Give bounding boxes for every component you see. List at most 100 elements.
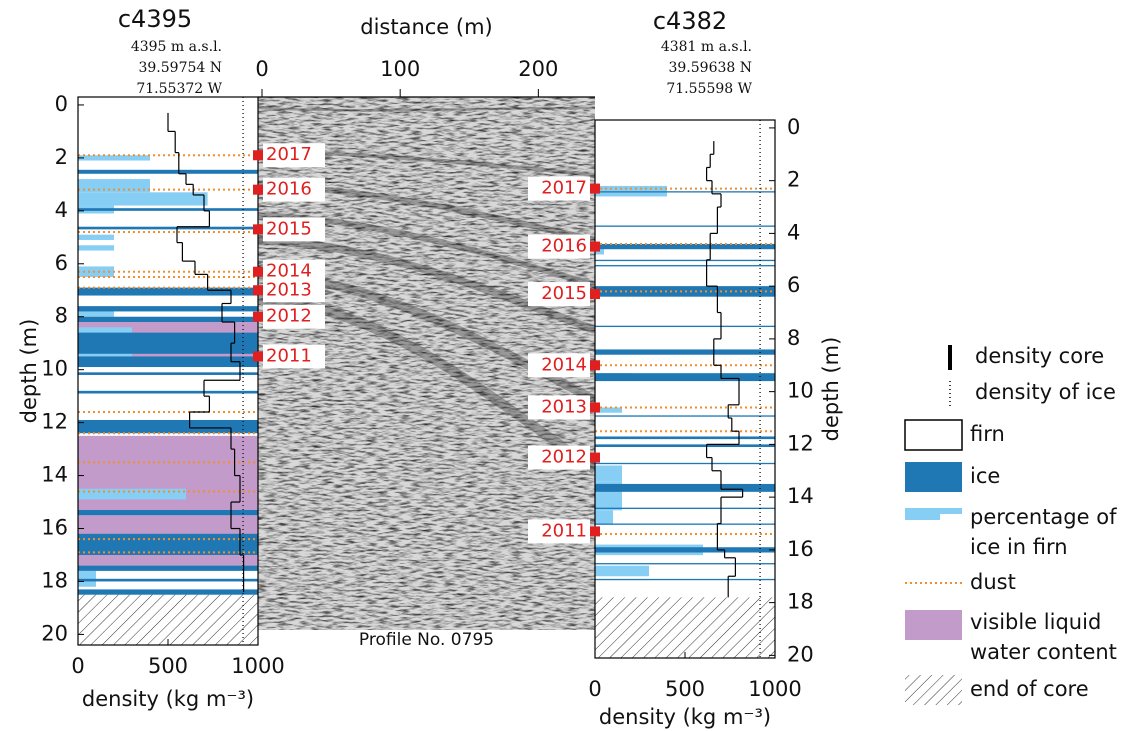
year-label-box	[528, 176, 590, 201]
y-tick-label: 12	[787, 431, 814, 455]
year-marker	[253, 150, 263, 161]
year-marker	[253, 311, 263, 322]
ice-layer	[78, 208, 258, 211]
x-axis-label: density (kg m⁻³)	[82, 687, 254, 711]
year-label: 2011	[541, 520, 587, 541]
ice-layer	[78, 565, 258, 571]
year-label: 2015	[266, 218, 312, 239]
y-tick-label: 16	[787, 537, 814, 561]
end-of-core	[595, 597, 775, 658]
ice-percentage	[78, 488, 186, 500]
year-marker	[590, 289, 600, 300]
legend-text: visible liquid	[970, 610, 1101, 634]
ice-layer	[78, 390, 258, 394]
ice-layer	[595, 259, 775, 262]
core-subtitle: 4381 m a.s.l.	[661, 39, 752, 55]
core-subtitle: 39.59754 N	[138, 60, 222, 76]
liquid-water	[78, 515, 258, 537]
y-axis-label: depth (m)	[17, 319, 41, 424]
radargram-layer	[257, 236, 597, 334]
legend-percentage-key	[905, 508, 962, 520]
legend-text: water content	[970, 640, 1117, 664]
ice-layer	[78, 509, 258, 516]
year-marker	[590, 452, 600, 463]
year-marker	[253, 266, 263, 277]
legend-text: percentage of	[970, 505, 1117, 529]
y-tick-label: 20	[41, 621, 68, 645]
year-marker	[590, 526, 600, 537]
x-axis-label: density (kg m⁻³)	[599, 705, 771, 729]
y-tick-label: 0	[787, 115, 800, 139]
ice-layer	[595, 462, 775, 465]
year-label-box	[263, 278, 325, 303]
y-tick-label: 8	[55, 304, 68, 328]
y-tick-label: 10	[41, 357, 68, 381]
year-label-box	[263, 177, 325, 202]
ice-percentage	[78, 266, 114, 278]
year-label-box	[263, 304, 325, 329]
x-tick-label: 500	[665, 677, 705, 701]
ice-layer	[78, 419, 258, 434]
y-tick-label: 10	[787, 379, 814, 403]
x-tick-label: 0	[255, 57, 268, 81]
year-label: 2015	[541, 283, 587, 304]
year-label-box	[528, 234, 590, 259]
year-label: 2014	[541, 354, 587, 375]
ice-percentage	[78, 192, 208, 206]
year-label-box	[528, 282, 590, 307]
x-axis-label: distance (m)	[360, 15, 493, 39]
legend-firn-key	[904, 419, 963, 451]
core-subtitle: 39.59638 N	[668, 60, 752, 76]
x-tick-label: 500	[148, 654, 188, 678]
legend-text: density of ice	[975, 380, 1116, 404]
y-tick-label: 14	[787, 484, 814, 508]
y-tick-label: 8	[787, 326, 800, 350]
year-marker	[253, 224, 263, 235]
ice-layer	[595, 436, 775, 440]
y-tick-label: 18	[41, 568, 68, 592]
ice-layer	[78, 169, 258, 174]
year-label: 2012	[266, 306, 312, 327]
year-marker	[253, 184, 263, 195]
ice-layer	[78, 589, 258, 595]
year-label: 2012	[541, 447, 587, 468]
ice-layer	[595, 349, 775, 355]
y-axis-label: depth (m)	[819, 337, 843, 442]
year-marker	[590, 402, 600, 413]
caption: Profile No. 0795	[359, 630, 494, 650]
y-tick-label: 12	[41, 410, 68, 434]
ice-percentage	[78, 245, 114, 251]
ice-layer	[78, 316, 258, 323]
ice-layer	[78, 287, 258, 296]
year-marker	[253, 351, 263, 362]
liquid-water	[78, 554, 258, 566]
x-tick-label: 100	[380, 57, 420, 81]
year-label: 2016	[266, 179, 312, 200]
y-tick-label: 6	[787, 273, 800, 297]
x-tick-label: 1000	[748, 677, 801, 701]
year-label: 2011	[266, 345, 312, 366]
core-title: c4395	[118, 5, 192, 33]
year-label: 2014	[266, 261, 312, 282]
y-tick-label: 4	[55, 198, 68, 222]
core-subtitle: 71.55598 W	[666, 81, 752, 97]
ice-layer	[595, 243, 775, 250]
y-tick-label: 6	[55, 251, 68, 275]
legend-liquid-key	[905, 610, 962, 640]
ice-layer	[78, 578, 258, 582]
ice-layer	[78, 332, 258, 354]
ice-layer	[595, 265, 775, 267]
legend-text: firn	[970, 422, 1005, 446]
ice-layer	[595, 507, 775, 509]
ice-layer	[78, 356, 258, 368]
ice-percentage	[595, 185, 667, 197]
core-subtitle: 4395 m a.s.l.	[131, 39, 222, 55]
y-tick-label: 20	[787, 642, 814, 666]
year-label: 2013	[266, 279, 312, 300]
ice-layer	[595, 547, 775, 553]
legend-text: ice	[970, 464, 1000, 488]
legend-text: dust	[970, 570, 1016, 594]
y-tick-label: 18	[787, 590, 814, 614]
year-marker	[590, 241, 600, 252]
y-tick-label: 16	[41, 516, 68, 540]
